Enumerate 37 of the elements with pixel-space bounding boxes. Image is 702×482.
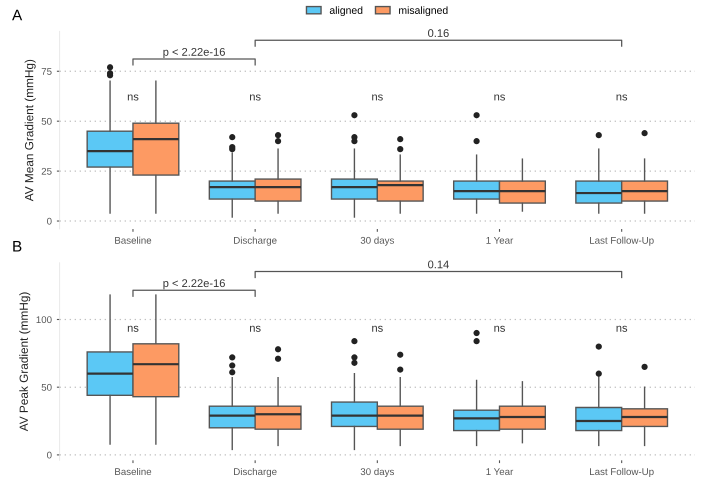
chart-title: B (13, 241, 22, 252)
y-axis-title: AV Peak Gradient (mmHg) (19, 292, 30, 432)
annotation: ns (494, 326, 505, 332)
annotation: ns (128, 94, 138, 101)
x-tick-label: Baseline (115, 468, 152, 476)
x-tick-label: 30 days (360, 468, 394, 478)
annotation: ns (616, 326, 628, 332)
y-tick-label: 75 (42, 68, 52, 75)
y-tick-label: 50 (42, 384, 52, 391)
y-tick-label: 0 (47, 452, 52, 459)
y-axis-title: AV Mean Gradient (mmHg) (24, 60, 36, 202)
y-tick-label: 25 (42, 168, 52, 175)
y-tick-label: 100 (36, 316, 52, 324)
annotation: p < 2.22e-16 (163, 279, 225, 290)
x-tick-label: Discharge (234, 236, 277, 246)
x-tick-label: Last Follow-Up (590, 468, 654, 478)
x-tick-label: Baseline (115, 236, 152, 244)
x-tick-label: Last Follow-Up (590, 236, 654, 246)
annotation: ns (616, 94, 628, 101)
y-tick-label: 0 (47, 218, 52, 225)
annotation: ns (372, 326, 383, 332)
x-tick-label: 30 days (360, 236, 394, 246)
annotation: ns (250, 94, 261, 101)
x-tick-label: 1 Year (486, 468, 514, 476)
chart-title: A (12, 10, 22, 20)
legend-label: aligned (330, 6, 362, 16)
annotation: ns (494, 94, 505, 101)
annotation: ns (250, 326, 261, 332)
y-tick-label: 50 (42, 118, 52, 125)
legend-label: misaligned (399, 6, 448, 16)
annotation: 0.16 (428, 29, 449, 38)
x-tick-label: Discharge (234, 468, 277, 478)
x-tick-label: 1 Year (486, 237, 514, 244)
annotation: 0.14 (428, 260, 449, 268)
annotation: ns (128, 326, 138, 332)
annotation: ns (372, 94, 383, 101)
annotation: p < 2.22e-16 (163, 48, 225, 58)
